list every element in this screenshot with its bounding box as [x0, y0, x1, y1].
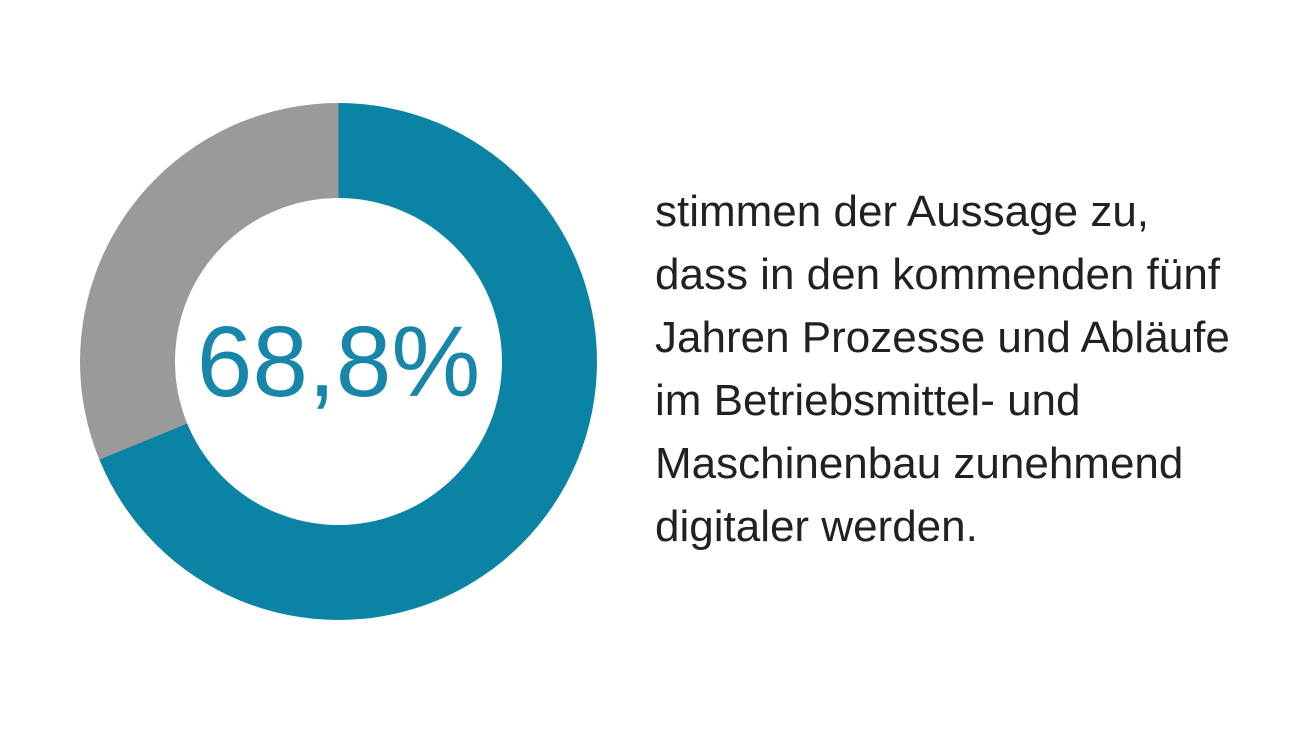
donut-chart: 68,8% — [80, 103, 597, 620]
description-text: stimmen der Aussage zu, dass in den komm… — [655, 187, 1230, 551]
donut-hole: 68,8% — [175, 198, 502, 525]
donut-center-value: 68,8% — [196, 305, 481, 418]
